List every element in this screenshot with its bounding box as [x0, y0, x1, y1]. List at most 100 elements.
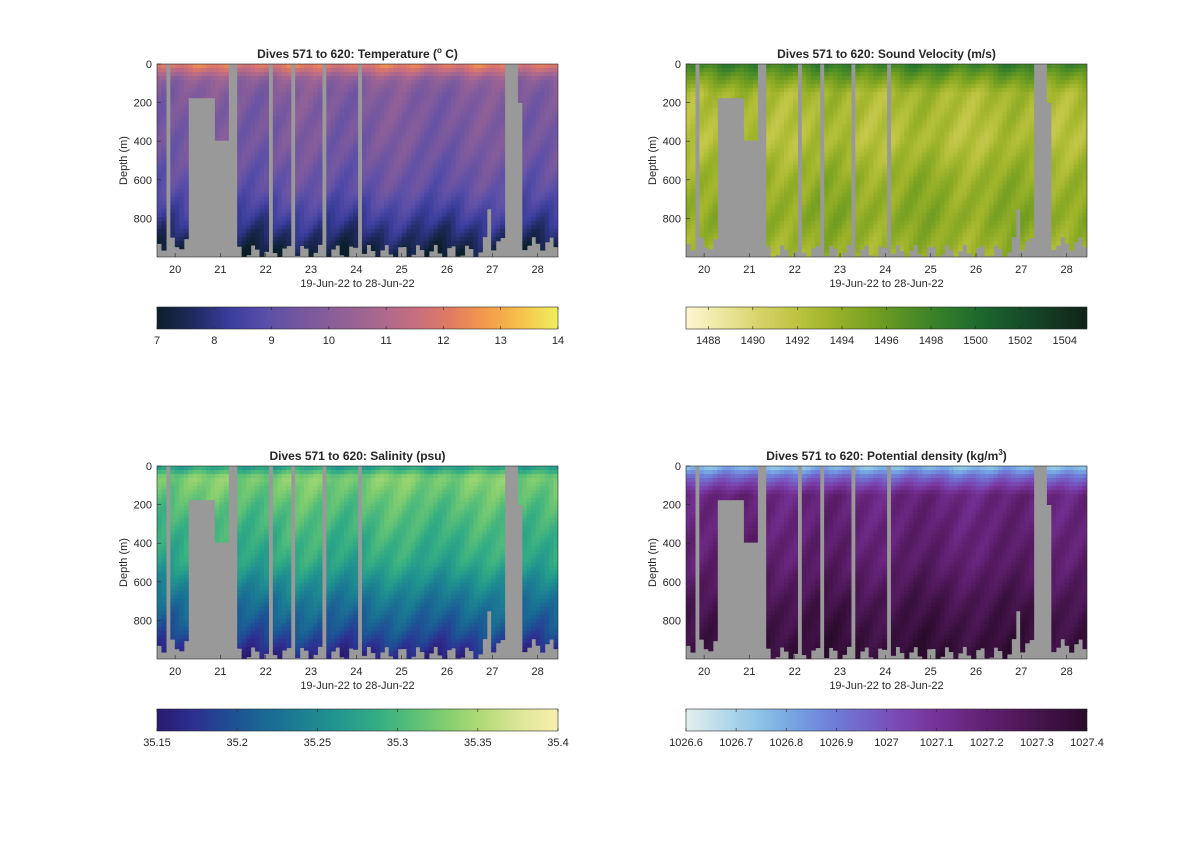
data-cell — [170, 180, 176, 186]
data-cell — [388, 240, 394, 246]
data-cell — [415, 156, 421, 161]
data-cell — [486, 156, 492, 161]
data-cell — [482, 200, 488, 206]
data-cell — [775, 220, 781, 226]
data-cell — [192, 76, 198, 81]
data-cell — [393, 68, 399, 73]
data-cell — [424, 240, 430, 246]
data-cell — [174, 184, 180, 190]
data-cell — [428, 156, 434, 161]
data-cell — [272, 76, 278, 81]
data-cell — [837, 204, 843, 210]
data-cell — [779, 232, 785, 238]
data-cell — [255, 120, 261, 125]
data-cell — [486, 124, 492, 129]
data-cell — [348, 100, 354, 105]
data-cell — [312, 108, 318, 113]
data-cell — [210, 76, 216, 81]
data-cell — [366, 92, 372, 97]
data-cell — [308, 176, 314, 182]
data-cell — [255, 224, 261, 230]
data-cell — [788, 244, 794, 250]
data-cell — [344, 208, 350, 214]
data-cell — [402, 104, 408, 109]
data-cell — [433, 160, 439, 165]
data-cell — [824, 88, 830, 93]
data-cell — [312, 92, 318, 97]
data-cell — [406, 108, 412, 113]
data-cell — [477, 172, 483, 177]
data-cell — [437, 216, 443, 222]
data-cell — [299, 240, 305, 246]
data-cell — [241, 136, 247, 141]
data-cell — [855, 108, 861, 113]
data-cell — [486, 184, 492, 190]
data-cell — [459, 196, 466, 202]
data-cell — [828, 148, 834, 153]
data-cell — [223, 80, 229, 85]
data-cell — [841, 208, 847, 214]
data-cell — [855, 240, 861, 246]
data-cell — [712, 64, 718, 69]
data-cell — [255, 108, 261, 113]
data-cell — [815, 120, 821, 125]
data-cell — [855, 160, 861, 165]
data-cell — [353, 160, 359, 165]
data-cell — [304, 76, 310, 81]
data-cell — [815, 200, 821, 206]
data-cell — [375, 176, 381, 182]
data-cell — [308, 208, 314, 214]
data-cell — [326, 248, 332, 254]
data-cell — [406, 180, 412, 186]
data-cell — [237, 180, 243, 186]
data-cell — [531, 164, 537, 169]
data-cell — [428, 116, 434, 121]
data-cell — [473, 132, 479, 137]
data-cell — [326, 68, 332, 73]
data-cell — [824, 224, 830, 230]
data-cell — [348, 112, 354, 117]
data-cell — [446, 124, 452, 129]
data-cell — [792, 132, 798, 137]
data-cell — [361, 100, 368, 105]
data-cell — [890, 168, 897, 173]
data-cell — [500, 224, 506, 230]
data-cell — [344, 224, 350, 230]
data-cell — [272, 96, 278, 101]
data-cell — [792, 184, 798, 190]
data-cell — [451, 64, 457, 69]
data-cell — [241, 172, 247, 177]
data-cell — [179, 64, 185, 69]
data-cell — [690, 240, 696, 246]
data-cell — [549, 232, 555, 238]
data-cell — [833, 172, 839, 177]
data-cell — [495, 228, 501, 234]
data-cell — [170, 120, 176, 125]
data-cell — [841, 64, 847, 69]
data-cell — [890, 176, 897, 182]
data-cell — [317, 144, 323, 149]
data-cell — [424, 180, 430, 186]
data-cell — [214, 116, 220, 121]
data-cell — [690, 212, 696, 218]
data-cell — [388, 184, 394, 190]
data-cell — [699, 184, 705, 190]
data-cell — [473, 224, 479, 230]
data-cell — [770, 100, 776, 105]
data-cell — [304, 156, 310, 161]
data-cell — [277, 180, 283, 186]
data-cell — [410, 124, 417, 129]
data-cell — [335, 220, 341, 226]
data-cell — [792, 212, 798, 218]
data-cell — [477, 168, 483, 173]
data-cell — [873, 220, 879, 226]
data-cell — [250, 128, 256, 133]
data-cell — [183, 236, 189, 240]
data-cell — [299, 192, 305, 198]
data-cell — [161, 112, 167, 117]
data-cell — [428, 72, 434, 77]
data-cell — [522, 160, 528, 165]
data-cell — [326, 136, 332, 141]
data-cell — [308, 76, 314, 81]
data-cell — [393, 208, 399, 214]
